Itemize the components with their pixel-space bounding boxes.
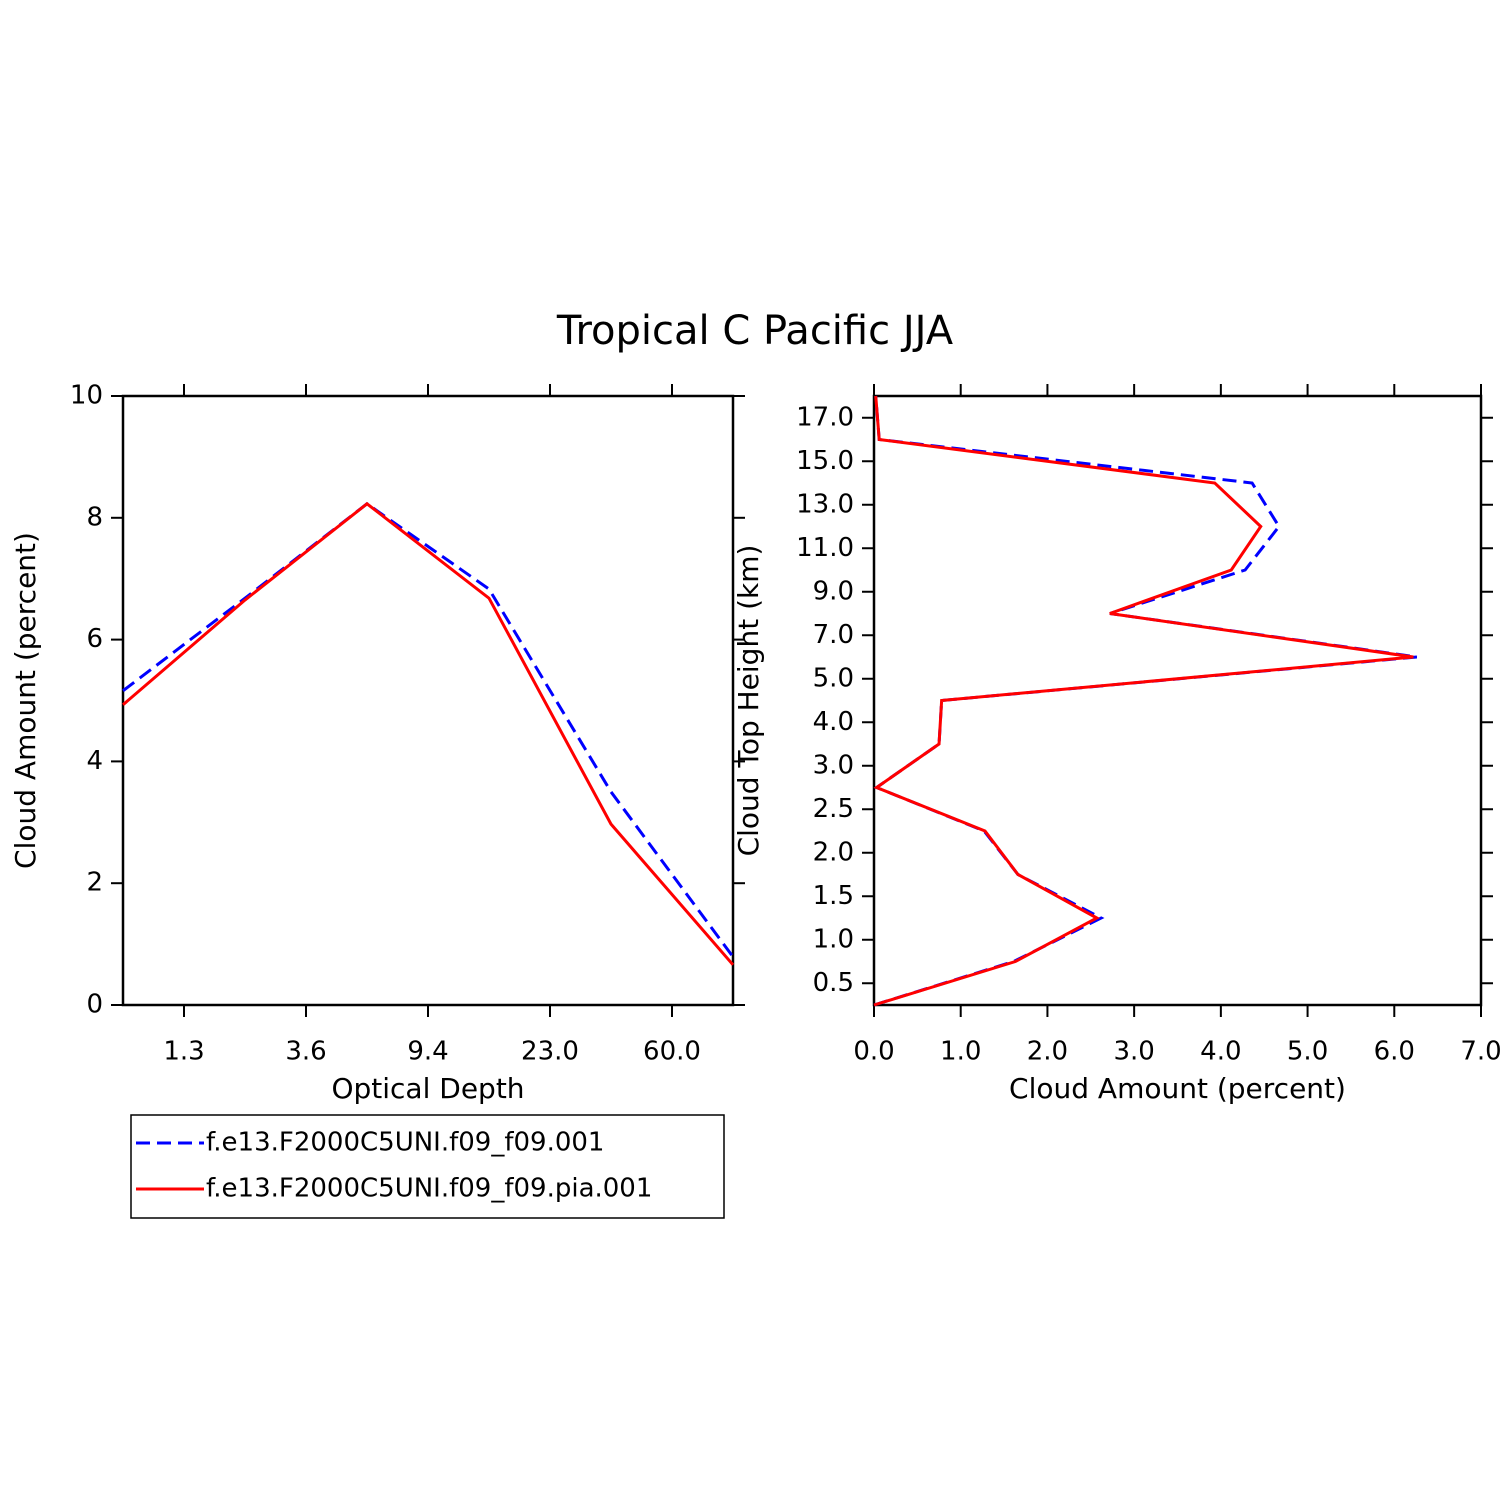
figure-title: Tropical C Pacific JJA [556,308,954,354]
y-tick-label: 5.0 [813,663,854,693]
x-tick-label: 7.0 [1460,1037,1501,1067]
x-tick-label: 23.0 [521,1037,579,1067]
y-tick-label: 1.5 [813,881,854,911]
x-tick-label: 3.6 [285,1037,326,1067]
y-tick-label: 0 [86,990,103,1020]
y-axis-label: Cloud Top Height (km) [732,545,765,857]
x-tick-label: 60.0 [643,1037,701,1067]
x-tick-label: 1.0 [940,1037,981,1067]
y-tick-label: 6 [86,624,103,654]
data-line [873,395,1414,1007]
y-tick-label: 8 [86,502,103,532]
y-tick-label: 3.0 [813,750,854,780]
y-tick-label: 4.0 [813,707,854,737]
x-tick-label: 1.3 [163,1037,204,1067]
x-tick-label: 6.0 [1374,1037,1415,1067]
plot-frame [121,394,735,1007]
x-axis-label: Cloud Amount (percent) [1009,1072,1346,1105]
y-tick-label: 2 [86,868,103,898]
x-tick-label: 3.0 [1113,1037,1154,1067]
x-axis-label: Optical Depth [331,1072,524,1105]
y-tick-label: 7.0 [813,620,854,650]
y-tick-label: 11.0 [796,533,854,563]
x-tick-label: 0.0 [853,1037,894,1067]
x-tick-label: 4.0 [1200,1037,1241,1067]
y-tick-label: 1.0 [813,924,854,954]
y-tick-label: 2.5 [813,794,854,824]
y-tick-label: 9.0 [813,576,854,606]
y-tick-label: 0.5 [813,968,854,998]
data-line [122,501,735,958]
y-tick-label: 4 [86,746,103,776]
legend-label: f.e13.F2000C5UNI.f09_f09.001 [206,1128,604,1158]
y-tick-label: 10 [70,381,103,411]
y-tick-label: 13.0 [796,489,854,519]
legend-box [130,1114,725,1219]
x-tick-label: 2.0 [1027,1037,1068,1067]
data-line [122,501,735,966]
legend-label: f.e13.F2000C5UNI.f09_f09.pia.001 [206,1174,652,1204]
plot-frame [872,394,1483,1007]
y-tick-label: 17.0 [796,402,854,432]
y-axis-label: Cloud Amount (percent) [9,532,42,869]
y-tick-label: 15.0 [796,446,854,476]
y-tick-label: 2.0 [813,837,854,867]
x-tick-label: 5.0 [1287,1037,1328,1067]
x-tick-label: 9.4 [407,1037,448,1067]
